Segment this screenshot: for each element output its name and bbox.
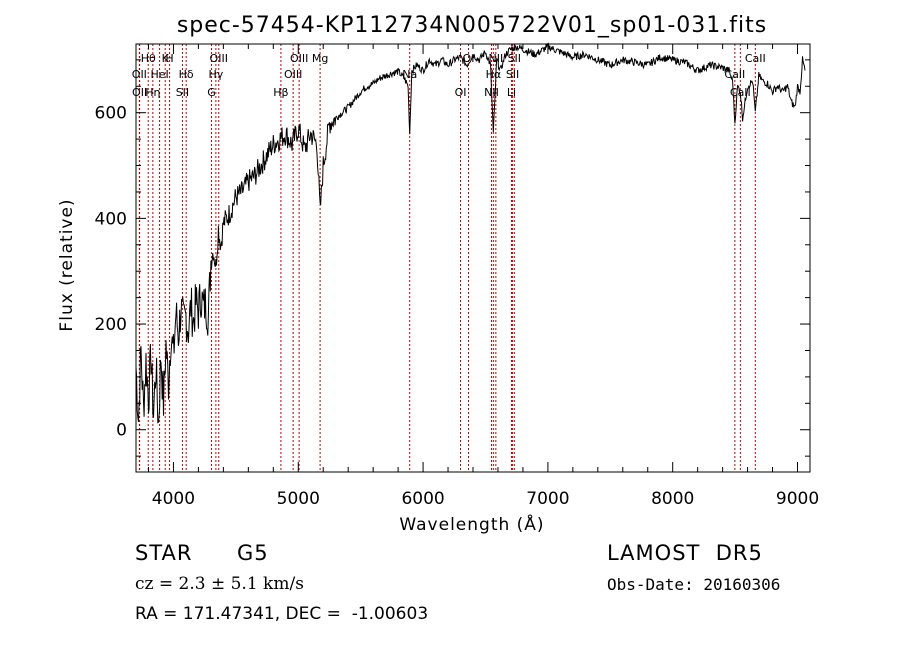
spectrum-series [135,42,806,424]
y-tick-label: 600 [95,104,127,124]
line-marker-label: Hη [145,86,160,99]
y-tick-label: 400 [95,209,127,229]
line-marker-label: OIII [290,52,308,65]
observation-date: Obs-Date: 20160306 [607,575,781,594]
x-tick-label: 8000 [651,489,694,509]
x-tick-label: 6000 [401,489,444,509]
coordinates: RA = 171.47341, DEC = -1.00603 [135,604,429,624]
y-axis-label: Flux (relative) [57,198,77,331]
x-tick-label: 4000 [152,489,195,509]
x-tick-label: 7000 [526,489,569,509]
x-axis-label: Wavelength (Å) [399,513,544,535]
line-marker-label: G [207,86,216,99]
object-subclass: G5 [237,541,269,565]
line-marker-label: Hγ [208,68,223,81]
line-marker-label: Mg [312,52,328,65]
line-marker-label: Hδ [179,68,194,81]
line-marker-label: K [162,52,170,65]
line-marker-label: H [165,52,173,65]
line-marker-label: OII [132,68,147,81]
x-tick-label: 5000 [277,489,320,509]
x-tick-label: 9000 [776,489,819,509]
line-marker-label: Hβ [273,86,288,99]
redshift-velocity: cz = 2.3 ± 5.1 km/s [135,574,304,594]
survey-name: LAMOST DR5 [607,541,763,565]
x-axis: 4000 5000 6000 7000 8000 9000 [147,44,819,509]
plot-frame [135,43,811,473]
line-marker-label: SII [508,52,521,65]
y-tick-label: 200 [95,315,127,335]
y-tick-label: 0 [116,421,127,441]
line-marker-label: Hθ [141,52,156,65]
line-marker-label: SII [506,68,519,81]
line-markers [138,44,756,472]
line-marker-label: OI [455,86,467,99]
y-axis: 0 200 400 600 [95,59,810,457]
line-marker-label: CaII [745,52,766,65]
line-marker-label: NII [488,52,503,65]
line-marker-label: OIII [210,52,228,65]
line-marker-label: OIII [284,68,302,81]
line-marker-label: CaII [730,86,751,99]
spectrum-line [135,42,806,424]
line-marker-label: Li [507,86,516,99]
line-marker-label: HeI [150,68,168,81]
line-marker-label: OI [463,52,475,65]
object-class: STAR [135,541,193,565]
line-marker-label: SII [176,86,189,99]
chart-title: spec-57454-KP112734N005722V01_sp01-031.f… [177,13,767,38]
line-marker-label: Hα [486,68,502,81]
